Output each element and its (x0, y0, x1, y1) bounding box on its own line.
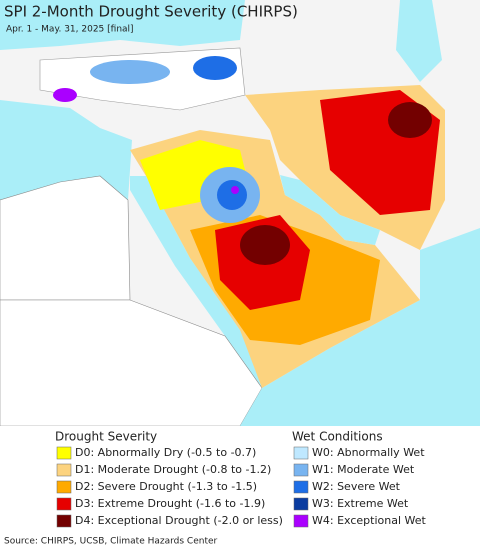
legend-title: Wet Conditions (292, 430, 383, 444)
legend-label: W0: Abnormally Wet (312, 446, 425, 459)
egypt (0, 175, 131, 301)
legend-label: W2: Severe Wet (312, 480, 401, 493)
red-sea (130, 176, 272, 388)
legend-swatch (56, 480, 72, 494)
legend-panel (0, 426, 480, 550)
legend-swatch (56, 497, 72, 511)
legend-title: Drought Severity (55, 430, 157, 444)
title: SPI 2-Month Drought Severity (CHIRPS) (4, 3, 298, 21)
legend-swatch (56, 446, 72, 460)
legend-label: W3: Extreme Wet (312, 497, 409, 510)
legend-swatch (293, 514, 309, 528)
legend-swatch (293, 480, 309, 494)
arabian-sea (240, 228, 480, 426)
drought-area (240, 225, 290, 265)
wet-area (90, 60, 170, 84)
wet-area (193, 56, 237, 80)
wet-area (231, 186, 239, 194)
legend-swatch (293, 463, 309, 477)
legend-swatch (56, 463, 72, 477)
subtitle: Apr. 1 - May. 31, 2025 [final] (6, 25, 134, 35)
legend-label: D4: Exceptional Drought (-2.0 or less) (75, 514, 283, 527)
wet-area (217, 180, 247, 210)
persian-gulf (280, 175, 380, 245)
legend-label: D3: Extreme Drought (-1.6 to -1.9) (75, 497, 265, 510)
wet-area (53, 88, 77, 102)
legend-label: W4: Exceptional Wet (312, 514, 427, 527)
drought-area (388, 102, 432, 138)
mediterranean (0, 100, 132, 200)
black-sea (0, 0, 245, 50)
legend-swatch (56, 514, 72, 528)
map (0, 0, 480, 427)
legend-label: D0: Abnormally Dry (-0.5 to -0.7) (75, 446, 256, 459)
legend-label: D1: Moderate Drought (-0.8 to -1.2) (75, 463, 271, 476)
legend-label: W1: Moderate Wet (312, 463, 415, 476)
legend-label: D2: Severe Drought (-1.3 to -1.5) (75, 480, 257, 493)
legend-swatch (293, 497, 309, 511)
legend-swatch (293, 446, 309, 460)
caspian-sea (396, 0, 442, 82)
source: Source: CHIRPS, UCSB, Climate Hazards Ce… (4, 537, 218, 547)
